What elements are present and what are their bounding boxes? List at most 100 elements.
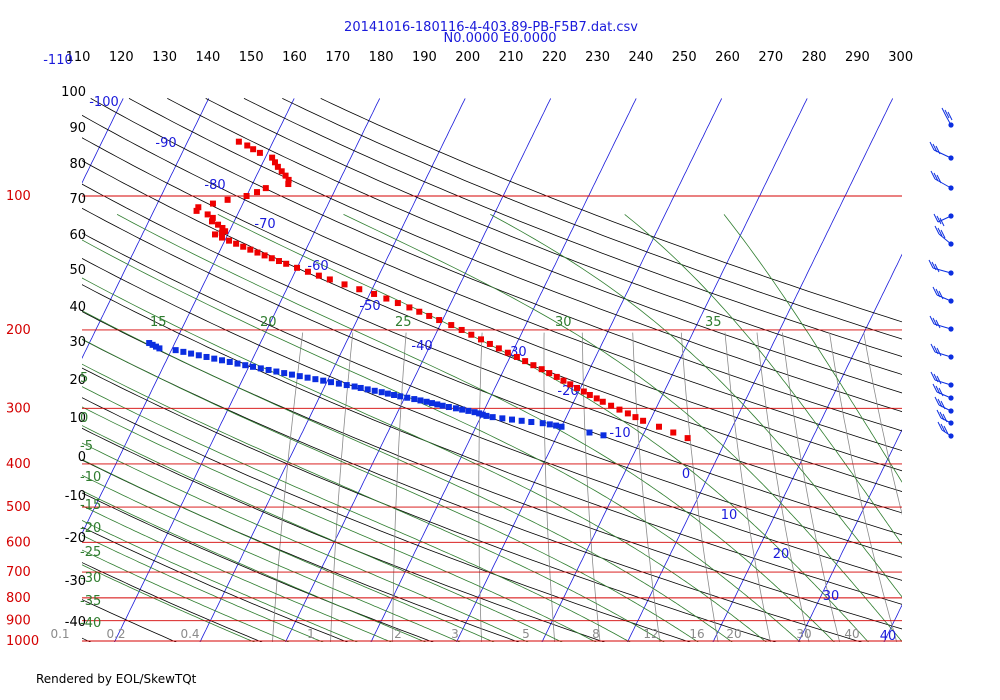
moist-adiabat-line: [624, 214, 902, 546]
dewpoint-point: [211, 355, 218, 362]
wind-barb-flag: [936, 174, 942, 184]
moist-adiabat-label: 15: [150, 315, 167, 330]
mixing-ratio-label: 40: [844, 627, 859, 641]
theta-label: 270: [758, 50, 783, 65]
theta-label: 0: [78, 450, 86, 465]
isotherm-label: -40: [411, 339, 432, 354]
temperature-point: [670, 429, 677, 436]
temperature-point: [269, 154, 276, 161]
temperature-point: [193, 207, 200, 214]
temperature-point: [294, 264, 301, 271]
mixing-ratio-line: [829, 332, 898, 642]
dry-adiabat-line: [205, 98, 902, 375]
temperature-point: [262, 185, 269, 192]
theta-label: 190: [412, 50, 437, 65]
pressure-label: 1000: [6, 634, 39, 649]
temperature-point: [522, 358, 529, 365]
temperature-point: [222, 228, 229, 235]
temperature-point: [546, 370, 553, 377]
temperature-point: [406, 304, 413, 311]
mixing-ratio-line: [581, 332, 601, 642]
dewpoint-point: [423, 398, 430, 405]
wind-barb-flag: [934, 263, 940, 273]
moist-adiabat-line: [723, 214, 902, 483]
dry-adiabat-line: [82, 427, 606, 642]
dewpoint-point: [600, 432, 607, 439]
moist-adiabat-label: -15: [80, 498, 101, 513]
temperature-point: [341, 281, 348, 288]
dry-adiabat-line: [243, 98, 902, 357]
wind-barb-flag: [942, 413, 948, 423]
temperature-point: [416, 308, 423, 315]
temperature-point: [608, 402, 615, 409]
isotherm-line: [114, 98, 381, 642]
wind-barb: [941, 107, 954, 128]
wind-barb-flag: [933, 345, 939, 355]
wind-barb-flag: [940, 423, 946, 433]
moist-adiabat-line: [82, 310, 733, 642]
pressure-label: 200: [6, 323, 31, 338]
wind-barb: [930, 371, 954, 388]
dewpoint-point: [518, 417, 525, 424]
temperature-point: [254, 249, 261, 256]
wind-barb-flag: [940, 400, 946, 410]
mixing-ratio-label: 0.1: [50, 627, 69, 641]
isotherm-label: -50: [359, 299, 380, 314]
temperature-point: [468, 331, 475, 338]
dewpoint-point: [397, 393, 404, 400]
dewpoint-point: [378, 389, 385, 396]
temperature-point: [574, 384, 581, 391]
theta-label: 10: [69, 411, 86, 426]
pressure-label: 400: [6, 457, 31, 472]
temperature-point: [254, 189, 261, 196]
dewpoint-point: [539, 420, 546, 427]
temperature-point: [426, 312, 433, 319]
wind-barb-flag: [932, 286, 938, 296]
temperature-point: [211, 231, 218, 238]
isotherm-line: [456, 98, 723, 642]
dewpoint-point: [459, 406, 466, 413]
temperature-point: [599, 398, 606, 405]
dry-adiabat-line: [82, 232, 902, 558]
isotherm-label: -80: [204, 178, 225, 193]
moist-adiabat-line: [82, 474, 461, 642]
dewpoint-point: [296, 373, 303, 380]
wind-barb: [929, 315, 954, 332]
wind-barb: [929, 141, 954, 161]
mixing-ratio-label: 30: [796, 627, 811, 641]
temperature-point: [271, 159, 278, 166]
temperature-point: [235, 138, 242, 145]
temperature-point: [219, 224, 226, 231]
wind-barbs: [928, 107, 954, 439]
theta-label: 30: [69, 335, 86, 350]
wind-barb-flag: [932, 143, 938, 153]
wind-barb-flag: [929, 141, 935, 151]
dewpoint-point: [499, 415, 506, 422]
temperature-point: [586, 391, 593, 398]
dewpoint-point: [328, 379, 335, 386]
isotherm-line: [627, 98, 894, 642]
wind-barb: [934, 396, 954, 414]
dewpoint-point: [434, 401, 441, 408]
dewpoint-point: [153, 343, 160, 350]
moist-adiabat-line: [82, 425, 563, 642]
dry-adiabat-line: [82, 183, 902, 514]
dewpoint-point: [172, 347, 179, 354]
wind-barb-flag: [939, 217, 945, 227]
theta-label: 60: [69, 228, 86, 243]
mixing-ratio-line: [392, 332, 407, 642]
temperature-point: [247, 246, 254, 253]
moist-adiabat-line: [82, 549, 290, 642]
mixing-ratio-label: 2: [394, 627, 402, 641]
moist-adiabat-label: -30: [80, 571, 101, 586]
temperature-point: [218, 229, 225, 236]
moist-adiabat-line: [82, 442, 529, 642]
dewpoint-point: [203, 353, 210, 360]
wind-barb-flag: [939, 411, 945, 421]
wind-barb: [932, 383, 954, 401]
wind-barb: [930, 343, 954, 360]
moist-adiabat-label: 5: [80, 371, 88, 386]
dewpoint-point: [156, 345, 163, 352]
wind-barb-flag: [936, 375, 942, 385]
dewpoint-point: [428, 400, 435, 407]
